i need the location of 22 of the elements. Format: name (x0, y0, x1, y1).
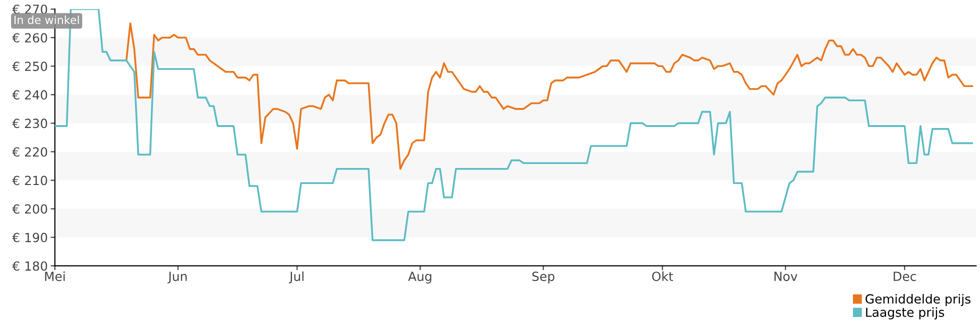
x-tick-label: Dec (894, 272, 916, 282)
x-tick-label: Aug (408, 272, 432, 284)
legend-label: Laagste prijs (866, 307, 944, 320)
x-tick-label: Mei (45, 271, 65, 282)
y-tick-label: € 230 (12, 118, 48, 128)
y-tick-label: € 180 (12, 261, 48, 271)
y-tick-label: € 220 (12, 147, 48, 157)
y-tick-label: € 210 (12, 176, 48, 186)
y-tick-label: € 200 (12, 204, 48, 214)
x-tick-label: Jun (168, 272, 187, 284)
y-tick-label: € 190 (12, 232, 48, 242)
y-tick-label: € 250 (12, 62, 48, 72)
legend-label: Gemiddelde prijs (866, 294, 970, 306)
y-tick-label: € 270 (12, 4, 48, 14)
line-series (125, 22, 974, 170)
y-tick-label: € 240 (12, 90, 48, 100)
x-tick-label: Nov (774, 272, 798, 282)
x-tick-label: Okt (652, 271, 674, 282)
x-tick-label: Sep (532, 272, 554, 284)
annotation: In de winkel (14, 16, 79, 24)
y-tick-label: € 260 (12, 33, 48, 43)
x-tick-label: Jul (288, 271, 304, 284)
